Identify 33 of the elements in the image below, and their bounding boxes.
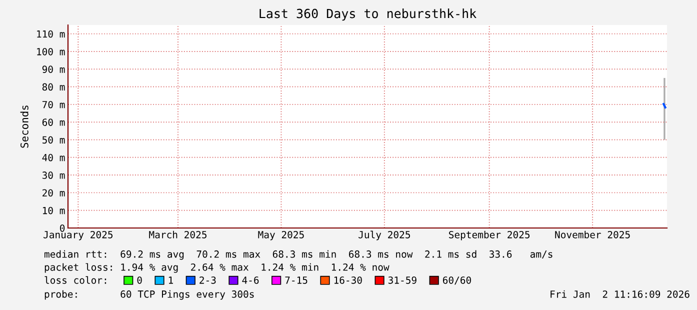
- y-tick-label: 50 m: [42, 136, 65, 144]
- legend-label: 16-30: [334, 276, 362, 284]
- chart-title: Last 360 Days to nebursthk-hk: [260, 8, 476, 21]
- text: Fri Jan 2 11:16:09 2026: [550, 290, 690, 298]
- y-tick-label: 110 m: [37, 30, 65, 38]
- y-axis-title: Seconds: [20, 106, 28, 148]
- text: probe: 60 TCP Pings every 300s: [44, 290, 254, 300]
- y-tick-label: 0: [60, 224, 65, 232]
- legend-label: 0: [137, 276, 142, 284]
- y-tick-label: 20 m: [42, 189, 65, 197]
- x-tick-label: November 2025: [555, 230, 630, 238]
- y-tick-label: 90 m: [42, 66, 65, 73]
- text: loss color:: [44, 276, 106, 284]
- x-tick-label: March 2025: [149, 230, 206, 238]
- legend-label: 7-15: [285, 276, 308, 284]
- legend-label: 31-59: [388, 276, 416, 284]
- legend-label: 4-6: [242, 276, 259, 284]
- legend-label: 1: [168, 276, 173, 284]
- y-tick-label: 40 m: [42, 154, 65, 162]
- x-tick-label: January 2025: [44, 231, 112, 240]
- y-tick-label: 10 m: [42, 206, 65, 214]
- legend-label: 2-3: [200, 276, 216, 284]
- text: median rtt: 69.2 ms avg 70.2 ms max 68.3 ms min 68.3 ms now 2.1 ms sd 33.6 am/s: [44, 250, 552, 260]
- x-tick-label: September 2025: [449, 230, 530, 240]
- legend-label: 60/60: [442, 276, 471, 285]
- x-tick-label: July 2025: [358, 230, 410, 240]
- y-tick-label: 30 m: [42, 172, 65, 179]
- y-tick-label: 70 m: [42, 100, 65, 108]
- y-tick-label: 100 m: [37, 48, 65, 56]
- text: packet loss: 1.94 % avg 2.64 % max 1.24 % min 1.24 % now: [44, 263, 390, 273]
- y-tick-label: 80 m: [42, 83, 65, 91]
- y-tick-label: 60 m: [42, 118, 65, 126]
- x-tick-label: May 2025: [258, 231, 304, 240]
